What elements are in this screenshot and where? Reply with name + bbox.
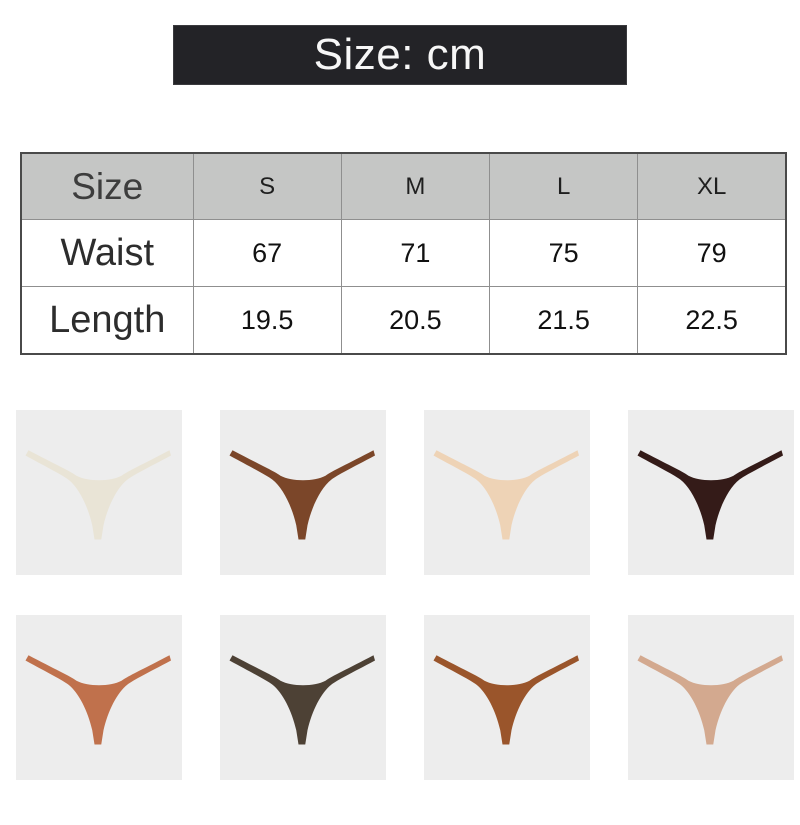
waist-value-xl: 79 xyxy=(637,219,787,287)
size-chart-header-row: Size S M L XL xyxy=(20,152,787,220)
header-cell-size: Size xyxy=(20,152,194,220)
waist-value-m: 71 xyxy=(340,219,491,287)
product-size-infographic: { "banner": { "title": "Size: cm", "bg":… xyxy=(0,25,800,825)
thong-silhouette-icon xyxy=(637,449,783,539)
product-grid xyxy=(16,410,800,780)
waist-value-l: 75 xyxy=(488,219,639,287)
product-image-brown xyxy=(220,410,386,575)
thong-silhouette-icon xyxy=(637,654,783,744)
product-image-terracotta xyxy=(16,615,182,780)
length-value-xl: 22.5 xyxy=(637,286,787,355)
length-value-m: 20.5 xyxy=(340,286,491,355)
waist-value-s: 67 xyxy=(192,219,342,287)
thong-silhouette-icon xyxy=(433,654,579,744)
thong-silhouette-icon xyxy=(229,654,375,744)
waist-row-label: Waist xyxy=(20,219,194,287)
product-image-ivory xyxy=(16,410,182,575)
thong-silhouette-icon xyxy=(25,449,171,539)
product-image-beige xyxy=(424,410,590,575)
size-unit-banner: Size: cm xyxy=(173,25,627,85)
header-cell-m: M xyxy=(340,152,491,220)
product-image-rust xyxy=(424,615,590,780)
length-value-l: 21.5 xyxy=(488,286,639,355)
product-image-dusty-tan xyxy=(628,615,794,780)
thong-silhouette-icon xyxy=(433,449,579,539)
header-cell-xl: XL xyxy=(637,152,787,220)
size-chart-table: Size S M L XL Waist 67 71 75 79 Length 1… xyxy=(20,152,787,355)
waist-row: Waist 67 71 75 79 xyxy=(20,219,787,287)
thong-silhouette-icon xyxy=(229,449,375,539)
length-row: Length 19.5 20.5 21.5 22.5 xyxy=(20,286,787,355)
product-image-espresso xyxy=(628,410,794,575)
size-unit-banner-text: Size: cm xyxy=(313,30,487,79)
header-cell-l: L xyxy=(488,152,639,220)
header-cell-s: S xyxy=(192,152,342,220)
product-image-dark-taupe xyxy=(220,615,386,780)
length-value-s: 19.5 xyxy=(192,286,342,355)
length-row-label: Length xyxy=(20,286,194,355)
thong-silhouette-icon xyxy=(25,654,171,744)
